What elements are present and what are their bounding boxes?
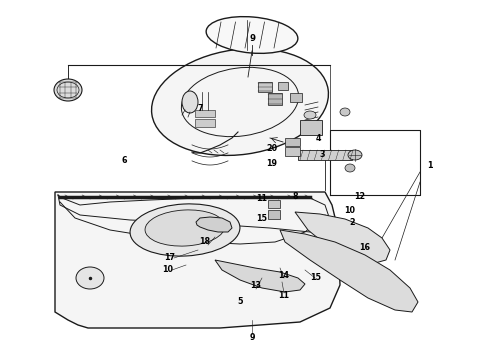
Text: 3: 3 — [319, 149, 325, 158]
Ellipse shape — [304, 111, 316, 119]
Text: 11: 11 — [256, 194, 268, 202]
Polygon shape — [268, 93, 282, 105]
Polygon shape — [300, 120, 322, 135]
Ellipse shape — [206, 17, 298, 53]
Polygon shape — [285, 138, 300, 146]
Ellipse shape — [345, 164, 355, 172]
Text: 7: 7 — [197, 104, 203, 112]
Polygon shape — [215, 260, 305, 292]
Text: 4: 4 — [315, 134, 321, 143]
Text: 15: 15 — [256, 213, 268, 222]
Ellipse shape — [130, 204, 240, 256]
Text: 12: 12 — [354, 192, 366, 201]
Ellipse shape — [151, 49, 328, 156]
Polygon shape — [280, 230, 418, 312]
Ellipse shape — [182, 91, 198, 113]
Text: 19: 19 — [267, 158, 277, 167]
Text: 8: 8 — [292, 192, 298, 201]
Text: 15: 15 — [311, 274, 321, 283]
Text: 2: 2 — [349, 217, 355, 226]
Text: 20: 20 — [267, 144, 277, 153]
Polygon shape — [295, 212, 390, 263]
Text: 13: 13 — [250, 282, 262, 291]
Text: 9: 9 — [249, 33, 255, 42]
Polygon shape — [290, 93, 302, 102]
Ellipse shape — [145, 210, 225, 246]
Polygon shape — [285, 147, 300, 156]
Text: 6: 6 — [121, 156, 127, 165]
Text: 18: 18 — [199, 238, 211, 247]
Text: 9: 9 — [249, 333, 255, 342]
Polygon shape — [278, 82, 288, 90]
Ellipse shape — [54, 79, 82, 101]
Polygon shape — [196, 217, 232, 232]
Text: 10: 10 — [163, 266, 173, 275]
Polygon shape — [195, 119, 215, 127]
Polygon shape — [55, 192, 340, 328]
Text: 1: 1 — [427, 161, 433, 170]
Text: 5: 5 — [237, 297, 243, 306]
Ellipse shape — [340, 108, 350, 116]
Polygon shape — [195, 110, 215, 117]
Polygon shape — [268, 200, 280, 208]
Text: 10: 10 — [344, 206, 356, 215]
Text: 17: 17 — [165, 253, 175, 262]
Text: 14: 14 — [278, 270, 290, 279]
Polygon shape — [268, 210, 280, 219]
Text: 16: 16 — [360, 243, 370, 252]
Polygon shape — [298, 150, 352, 160]
Text: 11: 11 — [278, 292, 290, 301]
Ellipse shape — [348, 150, 362, 160]
Polygon shape — [258, 82, 272, 92]
Ellipse shape — [76, 267, 104, 289]
